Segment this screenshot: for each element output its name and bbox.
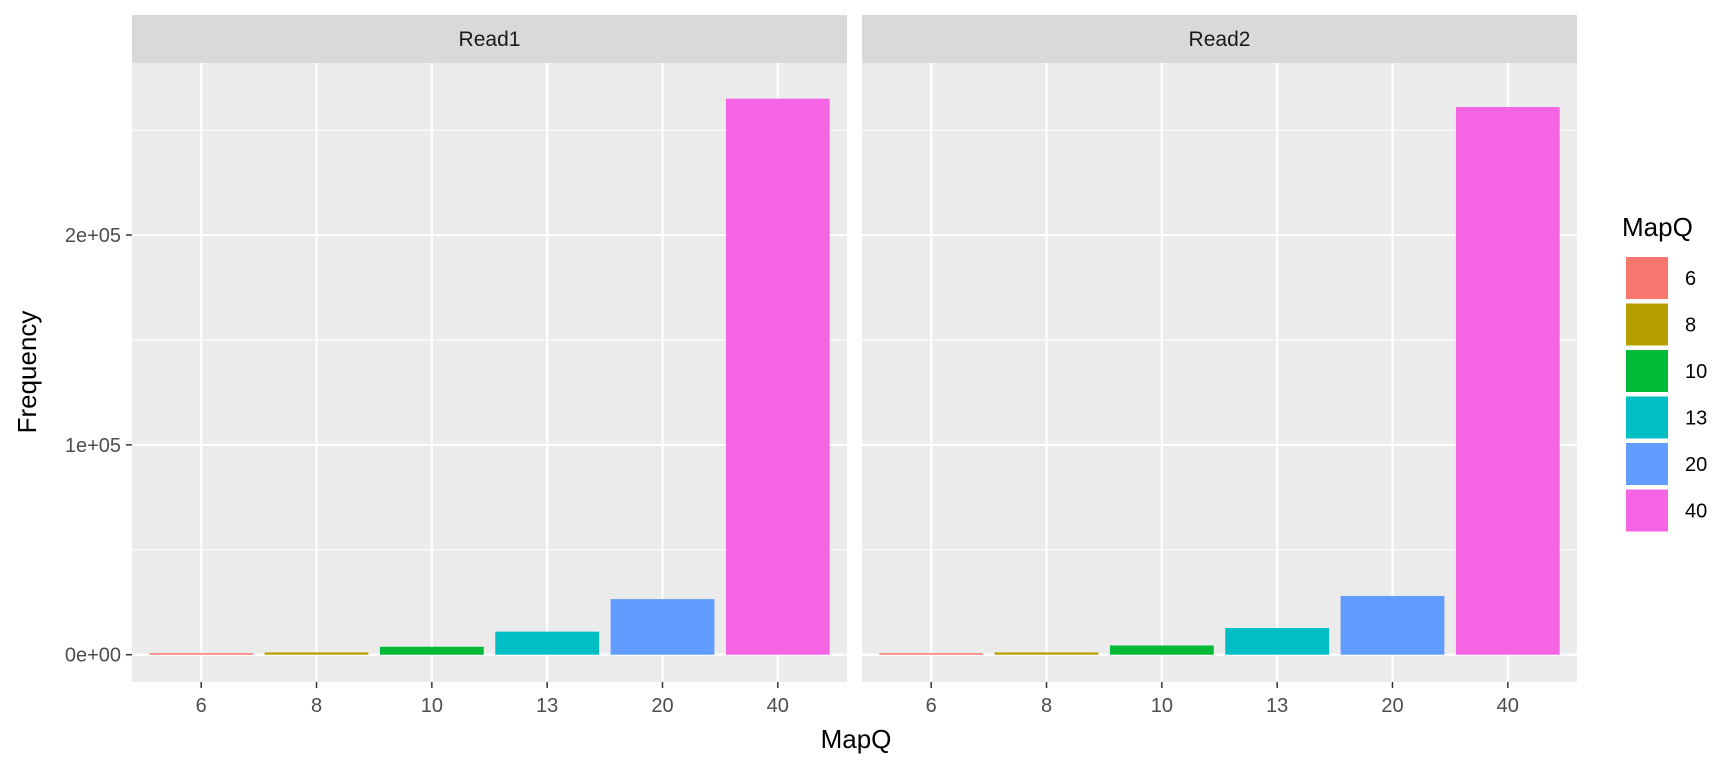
bar-read2-mapq-40: [1455, 107, 1560, 655]
facet-panel-read2: Read2 6 8 10 13 20 40: [862, 15, 1577, 717]
legend-label: 40: [1685, 501, 1707, 523]
legend-key-6: [1626, 257, 1668, 299]
bar-read1-mapq-8: [264, 652, 369, 655]
y-axis-title: Frequency: [12, 311, 42, 434]
x-tick-label: 20: [1381, 695, 1403, 717]
legend-label: 20: [1685, 454, 1707, 476]
facet-strip-label: Read1: [459, 28, 521, 51]
bar-read1-mapq-13: [495, 631, 600, 655]
legend-label: 10: [1685, 361, 1707, 383]
legend-key-40: [1626, 489, 1668, 532]
x-tick-label: 8: [1041, 695, 1052, 717]
bar-read1-mapq-10: [379, 646, 484, 655]
facet-strip: [132, 15, 847, 63]
y-tick-label: 2e+05: [65, 225, 121, 247]
bar-read2-mapq-10: [1109, 645, 1214, 655]
legend-key-10: [1626, 350, 1668, 392]
legend-label: 6: [1685, 268, 1696, 290]
x-tick-label: 10: [1151, 695, 1173, 717]
facet-strip-label: Read2: [1189, 28, 1251, 51]
x-tick-label: 8: [311, 695, 322, 717]
x-tick-label: 13: [536, 695, 558, 717]
legend-label: 8: [1685, 315, 1696, 337]
x-axis-title: MapQ: [821, 724, 892, 754]
x-tick-label: 6: [926, 695, 937, 717]
legend: MapQ 6 8 10 13 20 40: [1622, 212, 1707, 532]
legend-label: 13: [1685, 408, 1707, 430]
panels-layer: Read1 6 8 10 13 20 40 Read2 6 8 10 13 20 40: [132, 15, 1577, 717]
legend-title: MapQ: [1622, 212, 1693, 242]
x-tick-label: 20: [651, 695, 673, 717]
y-axis: 0e+00 1e+05 2e+05: [65, 225, 132, 667]
facet-panel-read1: Read1 6 8 10 13 20 40: [132, 15, 847, 717]
bar-read2-mapq-20: [1340, 595, 1445, 655]
x-tick-label: 6: [196, 695, 207, 717]
bar-read1-mapq-6: [149, 653, 254, 655]
legend-key-13: [1626, 396, 1668, 439]
bar-read2-mapq-8: [994, 652, 1099, 655]
x-tick-label: 13: [1266, 695, 1288, 717]
bar-read1-mapq-20: [610, 599, 715, 655]
x-tick-label: 40: [1497, 695, 1519, 717]
bar-read1-mapq-40: [725, 98, 830, 655]
bar-read2-mapq-6: [879, 653, 984, 655]
x-tick-label: 10: [421, 695, 443, 717]
legend-key-20: [1626, 443, 1668, 485]
y-tick-label: 1e+05: [65, 435, 121, 457]
bar-read2-mapq-13: [1225, 628, 1330, 655]
y-tick-label: 0e+00: [65, 645, 121, 667]
legend-key-8: [1626, 303, 1668, 346]
x-tick-label: 40: [767, 695, 789, 717]
facet-strip: [862, 15, 1577, 63]
